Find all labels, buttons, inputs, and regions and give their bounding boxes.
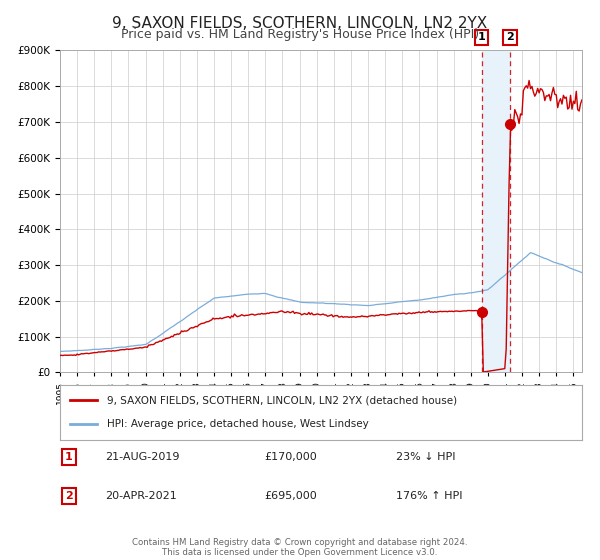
Text: Price paid vs. HM Land Registry's House Price Index (HPI): Price paid vs. HM Land Registry's House … <box>121 28 479 41</box>
Text: 2: 2 <box>506 32 514 43</box>
Text: £170,000: £170,000 <box>264 452 317 462</box>
Text: HPI: Average price, detached house, West Lindsey: HPI: Average price, detached house, West… <box>107 419 369 429</box>
Text: 2: 2 <box>65 491 73 501</box>
Text: 20-APR-2021: 20-APR-2021 <box>105 491 177 501</box>
Text: 1: 1 <box>65 452 73 462</box>
Text: Contains HM Land Registry data © Crown copyright and database right 2024.
This d: Contains HM Land Registry data © Crown c… <box>132 538 468 557</box>
Text: £695,000: £695,000 <box>264 491 317 501</box>
Text: 9, SAXON FIELDS, SCOTHERN, LINCOLN, LN2 2YX (detached house): 9, SAXON FIELDS, SCOTHERN, LINCOLN, LN2 … <box>107 395 457 405</box>
Text: 23% ↓ HPI: 23% ↓ HPI <box>396 452 455 462</box>
Text: 21-AUG-2019: 21-AUG-2019 <box>105 452 179 462</box>
Bar <box>482 50 510 372</box>
Text: 176% ↑ HPI: 176% ↑ HPI <box>396 491 463 501</box>
Text: 1: 1 <box>478 32 485 43</box>
Text: 9, SAXON FIELDS, SCOTHERN, LINCOLN, LN2 2YX: 9, SAXON FIELDS, SCOTHERN, LINCOLN, LN2 … <box>112 16 488 31</box>
